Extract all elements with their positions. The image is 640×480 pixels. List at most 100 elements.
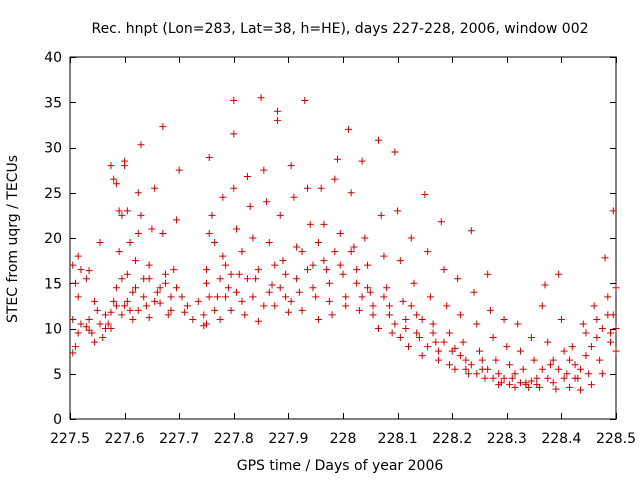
y-tick-label: 15 xyxy=(44,276,62,292)
data-point xyxy=(306,220,314,228)
data-point xyxy=(96,320,104,328)
data-point xyxy=(77,266,85,274)
data-point xyxy=(465,370,473,378)
data-point xyxy=(481,374,489,382)
data-point xyxy=(353,266,361,274)
data-point xyxy=(374,325,382,332)
data-point xyxy=(74,329,82,337)
plot-border xyxy=(69,56,617,420)
data-point xyxy=(85,315,93,323)
data-point xyxy=(170,266,178,274)
data-point xyxy=(350,243,358,251)
data-point xyxy=(566,356,574,364)
data-point xyxy=(344,125,352,133)
data-point xyxy=(282,270,290,278)
data-point xyxy=(418,352,426,360)
data-point xyxy=(282,293,290,301)
data-point xyxy=(407,234,415,242)
data-point xyxy=(391,148,399,156)
data-point xyxy=(71,343,79,351)
data-point xyxy=(151,297,159,305)
data-point xyxy=(293,243,301,251)
data-point xyxy=(612,284,620,292)
data-point xyxy=(476,347,483,355)
data-point xyxy=(219,193,227,201)
data-point xyxy=(473,370,481,378)
data-point xyxy=(467,227,475,235)
data-point xyxy=(563,370,571,378)
data-point xyxy=(571,374,579,382)
data-point xyxy=(339,270,347,278)
data-point xyxy=(216,275,224,283)
data-point xyxy=(582,352,590,360)
data-point xyxy=(115,248,123,256)
data-point xyxy=(413,311,421,319)
data-point xyxy=(301,96,309,104)
data-point xyxy=(118,211,126,219)
data-point xyxy=(112,180,120,188)
data-point xyxy=(347,248,355,256)
data-point xyxy=(304,266,312,274)
x-tick-label: 228 xyxy=(330,431,357,447)
plot-frame xyxy=(69,56,617,420)
data-point xyxy=(364,284,372,292)
data-point xyxy=(137,211,145,219)
data-point xyxy=(328,311,336,319)
data-point xyxy=(424,343,432,351)
data-point xyxy=(435,347,443,355)
data-point xyxy=(437,218,445,226)
data-point xyxy=(230,96,238,104)
x-tick-label: 227.8 xyxy=(214,431,254,447)
data-point xyxy=(323,266,331,274)
data-point xyxy=(298,248,306,256)
data-point xyxy=(451,344,459,352)
y-tick-label: 35 xyxy=(44,95,62,111)
data-point xyxy=(609,311,617,319)
x-tick-label: 228.4 xyxy=(541,431,581,447)
x-tick-label: 227.9 xyxy=(268,431,308,447)
data-point xyxy=(249,293,257,301)
data-point xyxy=(137,141,145,149)
data-point xyxy=(522,381,530,389)
x-tick-label: 228.3 xyxy=(487,431,527,447)
data-point xyxy=(541,281,549,289)
data-point xyxy=(126,239,134,247)
data-point xyxy=(516,347,524,355)
data-point xyxy=(396,257,404,265)
data-point xyxy=(577,365,585,373)
data-point xyxy=(159,229,167,237)
data-point xyxy=(238,248,246,256)
data-point xyxy=(388,329,396,337)
data-point xyxy=(91,297,99,305)
data-point xyxy=(126,306,134,314)
data-point xyxy=(511,383,519,391)
data-point xyxy=(320,220,328,228)
data-point xyxy=(571,361,579,369)
data-point xyxy=(167,293,175,301)
data-point xyxy=(219,252,227,260)
data-point xyxy=(290,193,298,201)
data-point xyxy=(271,302,279,310)
data-point xyxy=(514,320,522,328)
data-point xyxy=(601,254,609,262)
data-point xyxy=(394,207,402,215)
data-point xyxy=(233,288,241,296)
data-point xyxy=(538,302,546,310)
data-point xyxy=(69,349,77,357)
data-point xyxy=(104,320,112,328)
x-tick-label: 228.2 xyxy=(432,431,472,447)
data-point xyxy=(222,261,230,269)
data-point xyxy=(358,157,366,165)
data-point xyxy=(314,315,322,323)
data-point xyxy=(560,347,568,355)
data-point xyxy=(516,379,524,387)
data-point xyxy=(183,302,191,310)
data-point xyxy=(607,338,615,346)
data-point xyxy=(241,311,249,319)
data-point xyxy=(612,347,620,355)
data-point xyxy=(506,381,514,389)
y-tick-label: 25 xyxy=(44,186,62,202)
data-point xyxy=(410,279,418,287)
data-point xyxy=(284,308,292,316)
data-point xyxy=(568,343,576,351)
